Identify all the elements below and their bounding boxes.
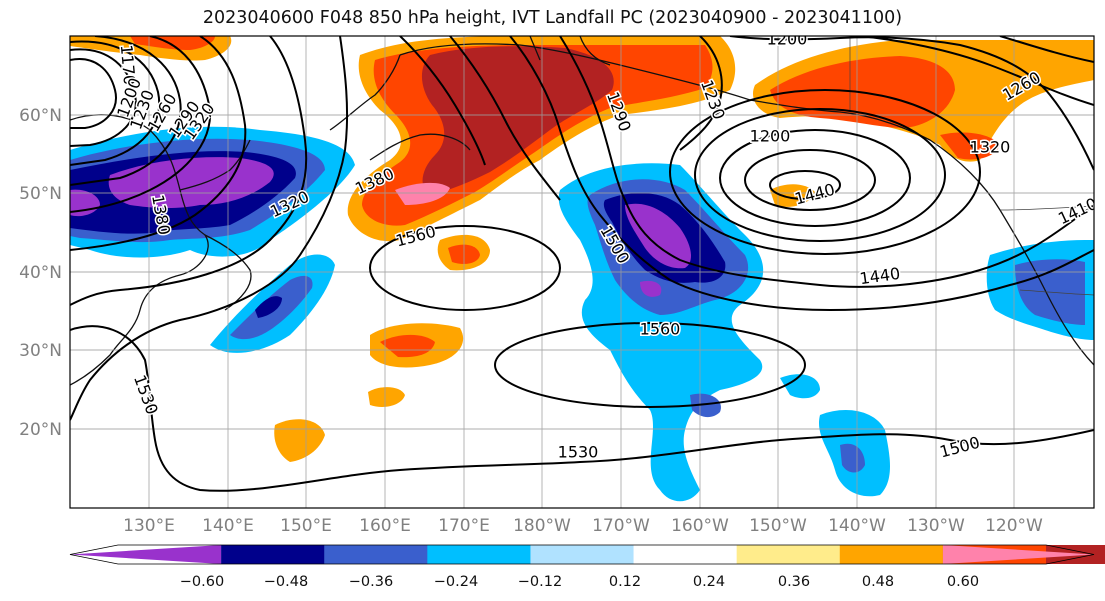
lon-label: 130°W <box>907 516 965 536</box>
colorbar-segment <box>839 545 944 564</box>
lon-label: 130°E <box>123 516 175 536</box>
colorbar <box>69 544 1105 565</box>
colorbar-segment <box>942 545 1094 564</box>
ivt-negative-kuroshio <box>210 254 335 353</box>
colorbar-tick-label: −0.48 <box>264 574 308 590</box>
lat-label: 20°N <box>19 420 62 440</box>
ivt-positive-subtropics <box>274 323 464 462</box>
lon-label: 140°W <box>828 516 886 536</box>
lon-label: 170°E <box>438 516 490 536</box>
colorbar-segment <box>221 545 325 564</box>
lat-label: 40°N <box>19 263 62 283</box>
contour-label: 1200 <box>750 127 791 146</box>
contour-label: 1440 <box>858 264 901 288</box>
colorbar-segment <box>70 545 222 564</box>
colorbar-tick-label: −0.36 <box>349 574 393 590</box>
lon-label: 180°W <box>513 516 571 536</box>
colorbar-tick-label: −0.60 <box>180 574 224 590</box>
colorbar-tick-label: 0.60 <box>947 574 979 590</box>
contour-label: 1320 <box>970 138 1011 157</box>
contour-label: 1560 <box>640 320 681 339</box>
lat-label: 60°N <box>19 106 62 126</box>
lat-label: 50°N <box>19 184 62 204</box>
borders <box>849 36 1094 296</box>
colorbar-tick-label: −0.12 <box>518 574 562 590</box>
colorbar-tick-label: 0.48 <box>862 574 894 590</box>
contour-label: 1200 <box>767 30 808 49</box>
colorbar-ticks: −0.60 −0.48 −0.36 −0.24 −0.12 0.12 0.24 … <box>180 574 979 590</box>
colorbar-tick-label: −0.24 <box>434 574 478 590</box>
map-frame <box>69 35 1095 509</box>
lon-label: 160°E <box>359 516 411 536</box>
colorbar-tick-label: 0.36 <box>778 574 810 590</box>
lon-label: 140°E <box>202 516 254 536</box>
lat-label: 30°N <box>19 341 62 361</box>
lon-label: 150°W <box>749 516 807 536</box>
colorbar-segment <box>736 545 841 564</box>
contour-label: 1530 <box>558 443 599 462</box>
colorbar-segment <box>633 545 738 564</box>
colorbar-tick-label: 0.24 <box>693 574 725 590</box>
colorbar-segment <box>324 545 428 564</box>
lon-label: 170°W <box>592 516 650 536</box>
lon-label: 150°E <box>280 516 332 536</box>
map-title: 2023040600 F048 850 hPa height, IVT Land… <box>202 8 903 28</box>
lon-label: 120°W <box>985 516 1043 536</box>
longitude-labels: 130°E 140°E 150°E 160°E 170°E 180°W 170°… <box>123 516 1043 536</box>
lon-label: 160°W <box>671 516 729 536</box>
colorbar-tick-label: 0.12 <box>609 574 641 590</box>
colorbar-segment <box>427 545 531 564</box>
height-contours <box>70 36 1094 492</box>
colorbar-outline <box>69 544 1095 565</box>
ivt-negative-central-pacific <box>558 163 764 502</box>
colorbar-segment <box>530 545 635 564</box>
latitude-labels: 60°N 50°N 40°N 30°N 20°N <box>19 106 62 440</box>
